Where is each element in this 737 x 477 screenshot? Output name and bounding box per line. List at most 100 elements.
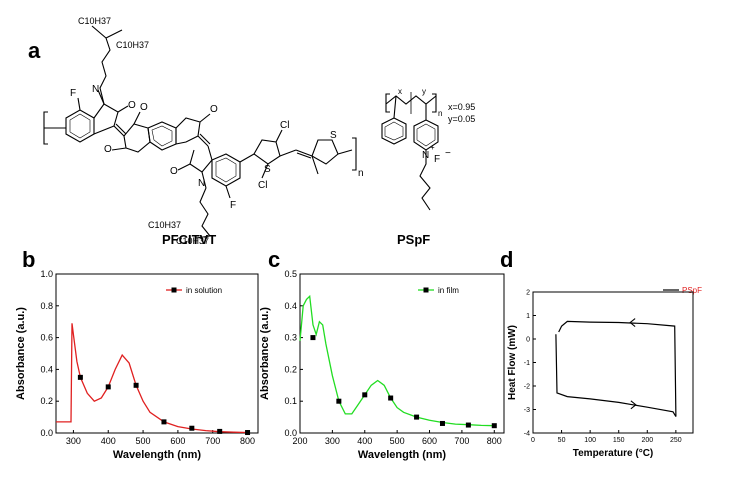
chart-c-x-axis-label: Wavelength (nm) <box>358 449 447 461</box>
atom-f-2: F <box>230 200 236 211</box>
chart-d-y-tick-label-4: 0 <box>526 336 530 343</box>
atom-o-3: O <box>104 144 112 155</box>
chart-b-x-tick-label-3: 600 <box>170 436 185 446</box>
atom-cl-2: Cl <box>258 180 267 191</box>
chart-b-y-tick-label-2: 0.4 <box>40 364 53 374</box>
atom-o-5: O <box>170 166 178 177</box>
pfcitvt-label: PFCITVT <box>162 232 217 247</box>
chart-c-y-tick-label-5: 0.5 <box>284 269 297 279</box>
chart-b-y-tick-label-4: 0.8 <box>40 301 53 311</box>
chart-b-y-axis-label: Absorbance (a.u.) <box>15 307 27 400</box>
panel-letter-b: b <box>22 247 36 272</box>
chart-c-legend-marker <box>423 287 429 293</box>
pfcitvt-structure <box>43 25 357 239</box>
chart-c-marker-4 <box>414 414 420 420</box>
chart-c-marker-6 <box>465 422 471 428</box>
atom-n-2: N <box>198 178 205 189</box>
panel-letter-d: d <box>500 247 514 272</box>
chart-c-marker-0 <box>310 335 316 341</box>
pspf-y-label: y=0.05 <box>448 114 475 124</box>
chart-b-x-axis-label: Wavelength (nm) <box>113 449 202 461</box>
chart-b-marker-5 <box>217 428 223 434</box>
pspf-x-label: x=0.95 <box>448 102 475 112</box>
chart-b-marker-0 <box>77 374 83 380</box>
chart-b-x-tick-label-4: 700 <box>205 436 220 446</box>
chart-b-marker-2 <box>133 382 139 388</box>
chart-b-x-tick-label-1: 400 <box>101 436 116 446</box>
chart-c-absorbance-film: Absorbance (a.u.) Wavelength (nm) in fil… <box>259 269 505 461</box>
chart-b-y-tick-label-1: 0.2 <box>40 396 53 406</box>
chart-c-frame <box>299 273 505 434</box>
chart-d-cooling-curve <box>558 320 677 417</box>
chart-c-legend-label: in film <box>438 286 459 295</box>
pspf-atom-f: F <box>434 154 440 165</box>
side-chain-top-2: C10H37 <box>116 40 149 50</box>
chart-d-x-tick-label-1: 50 <box>558 437 566 444</box>
atom-n-1: N <box>92 84 99 95</box>
side-chain-bottom-1: C10H37 <box>148 220 181 230</box>
pspf-atom-x: x <box>398 87 402 96</box>
side-chain-bottom-2: C10H37 <box>176 236 209 245</box>
chemical-structures: F N O O O O O N F Cl Cl S S n C10H37 C10… <box>43 16 475 245</box>
chart-d-x-axis-label: Temperature (°C) <box>573 448 654 459</box>
atom-o-2: O <box>140 102 148 113</box>
pspf-label: PSpF <box>397 232 431 247</box>
chart-d-y-tick-label-3: -1 <box>524 360 530 367</box>
chart-b-frame <box>55 273 259 434</box>
pspf-atom-n: N <box>422 150 429 161</box>
chart-c-marker-3 <box>388 395 394 401</box>
chart-c-y-axis-label: Absorbance (a.u.) <box>259 307 271 400</box>
chart-c-x-tick-label-1: 300 <box>325 436 340 446</box>
chart-d-arrow-1 <box>630 400 637 410</box>
chart-c-x-tick-label-3: 500 <box>390 436 405 446</box>
chart-c-marker-1 <box>336 398 342 404</box>
chart-c-x-tick-label-6: 800 <box>487 436 502 446</box>
panel-letter-a: a <box>28 38 41 63</box>
chart-d-x-tick-label-0: 0 <box>531 437 535 444</box>
pspf-subscript-n: n <box>438 109 442 118</box>
chart-b-y-tick-label-5: 1.0 <box>40 269 53 279</box>
chart-b-y-tick-label-0: 0.0 <box>40 428 53 438</box>
chart-c-y-tick-label-2: 0.2 <box>284 364 297 374</box>
chart-d-y-tick-label-2: -2 <box>524 383 530 390</box>
chart-b-marker-4 <box>189 425 195 431</box>
atom-cl-1: Cl <box>280 120 289 131</box>
chart-d-legend-label: PSpF <box>682 286 702 295</box>
pspf-structure <box>381 92 439 211</box>
chart-b-x-tick-label-5: 800 <box>240 436 255 446</box>
chart-b-absorbance-solution: Absorbance (a.u.) Wavelength (nm) in sol… <box>15 269 259 461</box>
chart-b-marker-1 <box>105 384 111 390</box>
chart-b-marker-3 <box>161 419 167 425</box>
chart-b-series-line <box>56 323 248 434</box>
chart-b-x-tick-label-0: 300 <box>66 436 81 446</box>
chart-c-y-tick-label-1: 0.1 <box>284 396 297 406</box>
pspf-plus: + <box>430 143 435 152</box>
chart-c-x-tick-label-2: 400 <box>357 436 372 446</box>
chart-b-y-tick-label-3: 0.6 <box>40 333 53 343</box>
atom-o-1: O <box>128 100 136 111</box>
chart-c-marker-2 <box>362 392 368 398</box>
chart-b-marker-6 <box>245 430 251 436</box>
panel-letter-c: c <box>268 247 281 272</box>
atom-f-1: F <box>70 88 76 99</box>
chart-c-y-tick-label-4: 0.4 <box>284 301 297 311</box>
chart-d-arrow-0 <box>629 318 636 327</box>
chart-b-legend-marker <box>171 287 177 293</box>
chart-c-series-line <box>299 294 495 427</box>
chart-d-heating-curve <box>555 334 677 417</box>
pspf-atom-y: y <box>422 87 426 96</box>
atom-s-2: S <box>330 130 337 141</box>
chart-d-x-tick-label-4: 200 <box>641 437 653 444</box>
chart-c-y-tick-label-3: 0.3 <box>284 333 297 343</box>
chart-c-marker-7 <box>491 423 497 429</box>
chart-c-x-tick-label-4: 600 <box>422 436 437 446</box>
chart-d-y-tick-label-6: 2 <box>526 289 530 296</box>
chart-c-y-tick-label-0: 0.0 <box>284 428 297 438</box>
atom-o-4: O <box>210 104 218 115</box>
chart-d-y-axis-label: Heat Flow (mW) <box>507 325 518 400</box>
chart-d-y-tick-label-0: -4 <box>524 430 530 437</box>
chart-d-y-tick-label-5: 1 <box>526 313 530 320</box>
chart-d-x-tick-label-3: 150 <box>613 437 625 444</box>
pspf-minus: − <box>445 148 451 159</box>
chart-d-x-tick-label-5: 250 <box>670 437 682 444</box>
